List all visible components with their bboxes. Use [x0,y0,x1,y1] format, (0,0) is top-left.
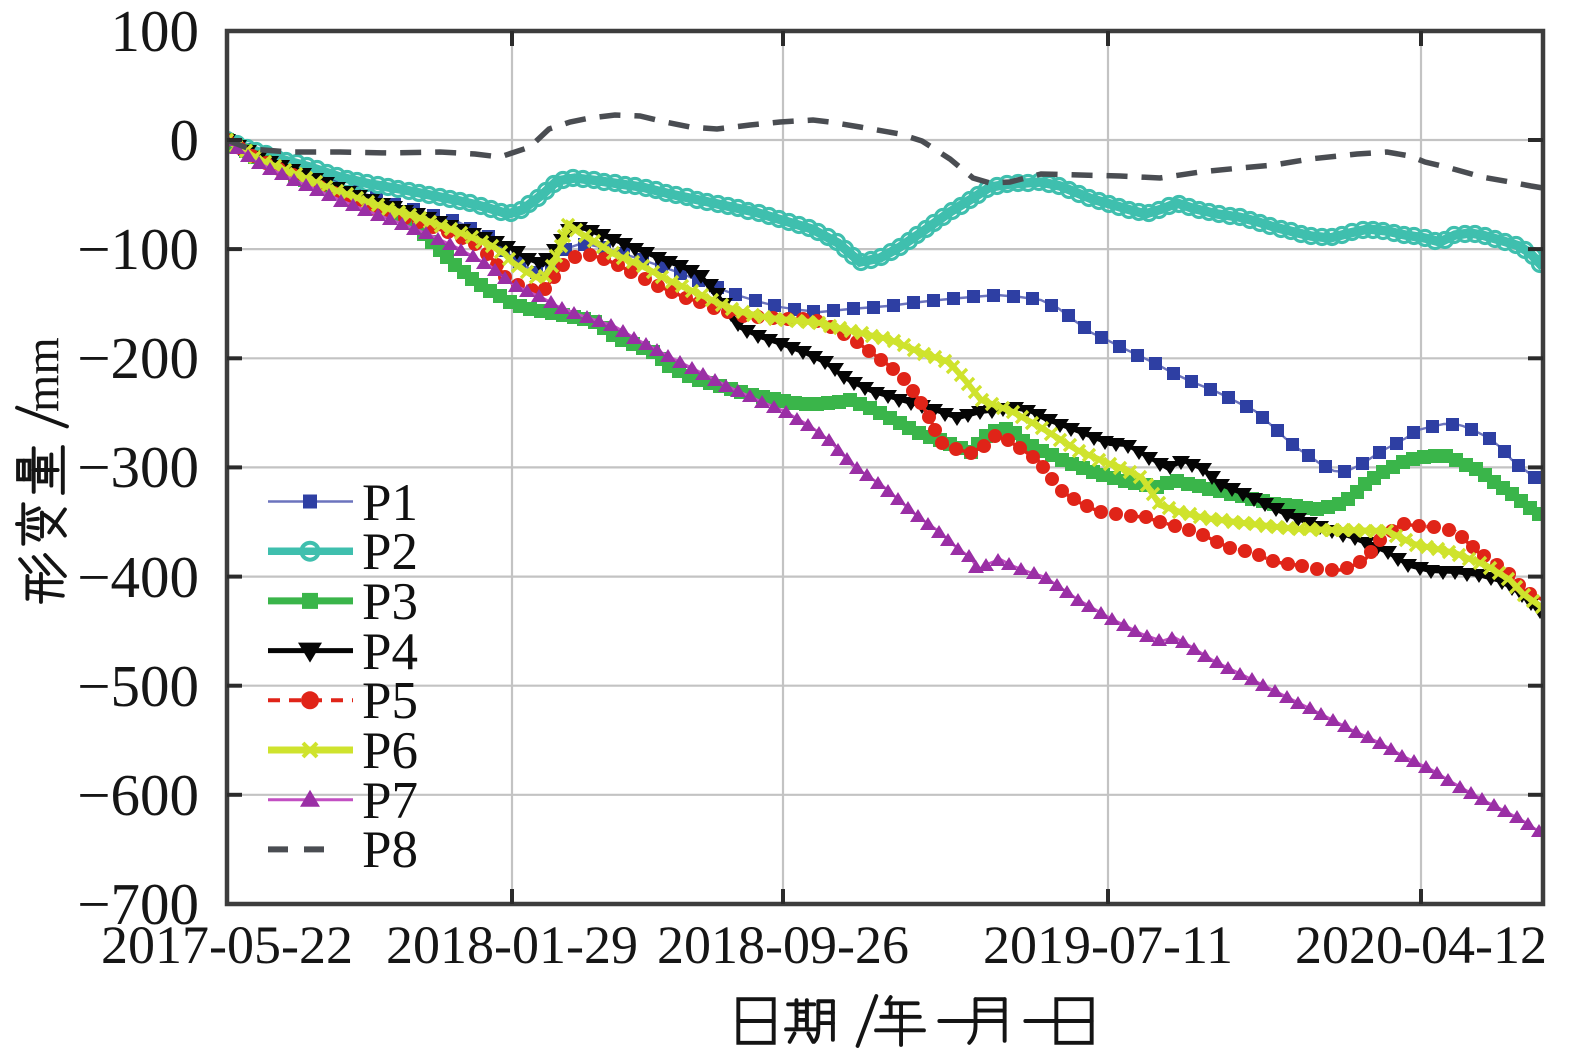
svg-text:2018-09-26: 2018-09-26 [657,915,909,975]
svg-text:2019-07-11: 2019-07-11 [983,915,1233,975]
svg-text:−300: −300 [77,434,199,500]
svg-text:mm: mm [16,337,69,412]
svg-text:P7: P7 [362,772,418,830]
svg-text:−100: −100 [77,216,199,282]
svg-text:P8: P8 [362,821,418,879]
svg-text:−700: −700 [77,871,199,937]
svg-text:2017-05-22: 2017-05-22 [101,915,353,975]
svg-text:P5: P5 [362,672,418,730]
svg-text:−600: −600 [77,762,199,828]
svg-text:−400: −400 [77,544,199,610]
svg-text:0: 0 [170,107,200,173]
svg-text:100: 100 [111,0,200,64]
svg-text:2020-04-12: 2020-04-12 [1295,915,1547,975]
svg-text:P4: P4 [362,623,418,681]
svg-text:−200: −200 [77,325,199,391]
svg-text:P3: P3 [362,573,418,631]
svg-text:P1: P1 [362,474,418,532]
svg-text:P6: P6 [362,722,418,780]
svg-text:−500: −500 [77,653,199,719]
svg-text:2018-01-29: 2018-01-29 [386,915,638,975]
svg-text:P2: P2 [362,523,418,581]
